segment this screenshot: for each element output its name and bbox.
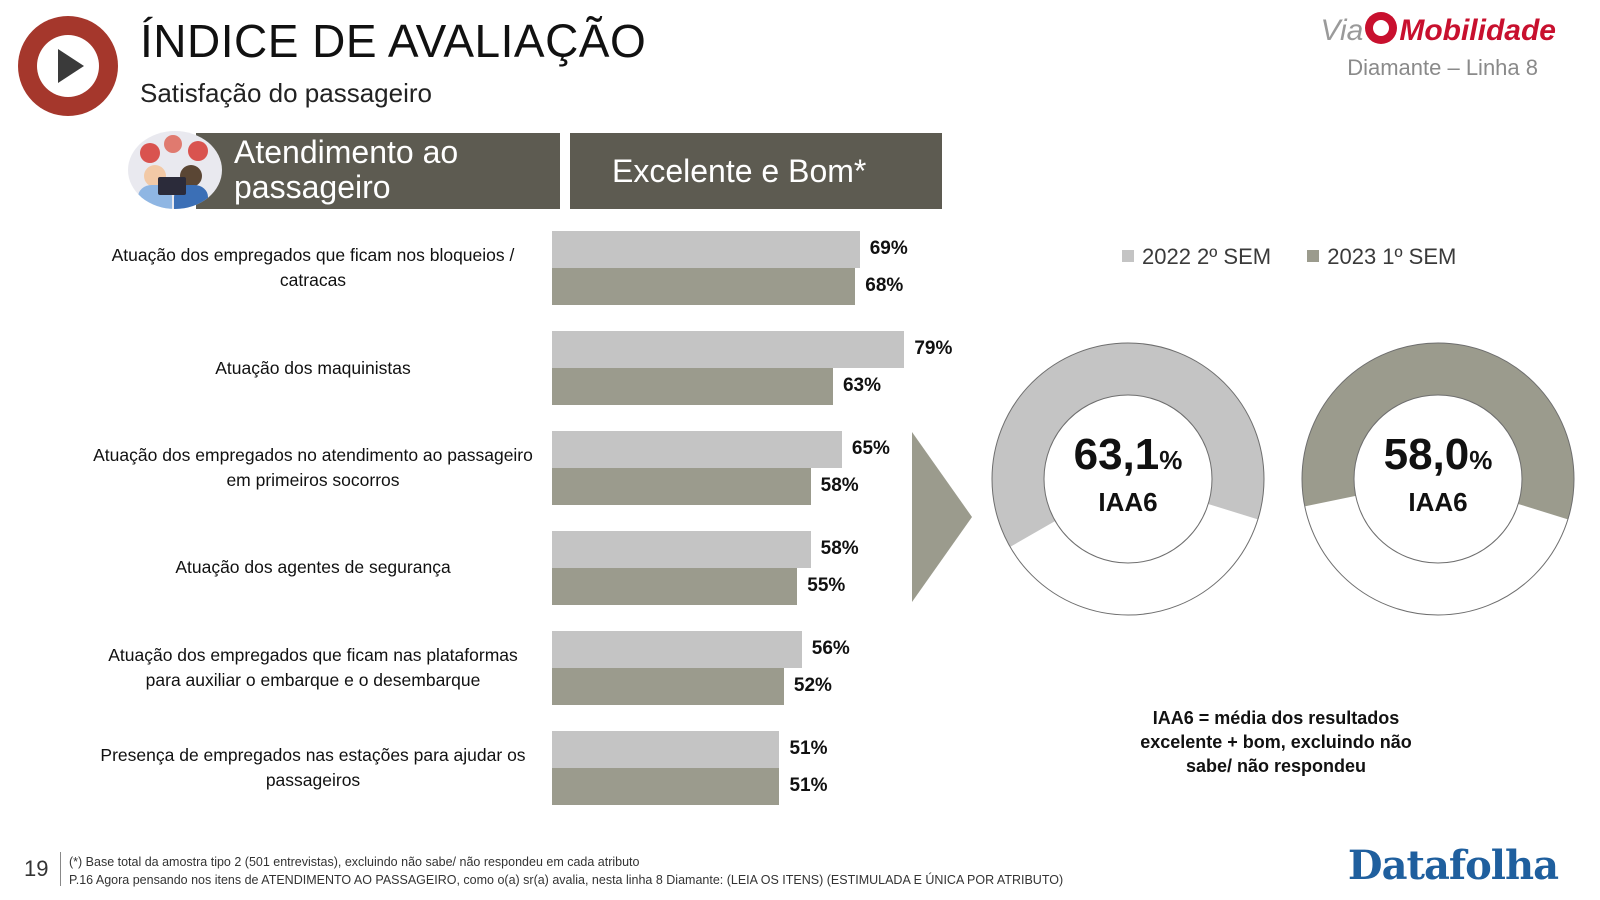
play-logo-icon — [18, 16, 118, 116]
legend-swatch — [1307, 250, 1320, 262]
bar-2022-2sem — [552, 531, 811, 568]
donut-value-text: 58,0 — [1383, 430, 1470, 479]
section-header-excellent-good: Excelente e Bom* — [570, 133, 942, 209]
viamobilidade-logo: Via Mobilidade — [1320, 12, 1556, 48]
bar-2022-2sem — [552, 431, 842, 468]
brand-name: Mobilidade — [1399, 14, 1556, 47]
donut-slice — [1302, 342, 1574, 615]
bar-2023-1sem — [552, 768, 780, 805]
bar-value-label: 68% — [865, 275, 904, 296]
donut-outline — [1301, 342, 1575, 616]
bar-value-label: 52% — [793, 675, 832, 696]
customer-service-icon — [128, 131, 222, 209]
page-title: ÍNDICE DE AVALIAÇÃO — [140, 15, 647, 67]
category-label: Atuação dos empregados que ficam nas pla… — [108, 645, 518, 690]
legend-item: 2022 2º SEM — [1122, 244, 1271, 270]
donut-slice — [992, 342, 1264, 615]
donut-name-2023: IAA6 — [1408, 487, 1468, 517]
brand-via: Via — [1320, 14, 1364, 47]
bar-value-label: 79% — [914, 338, 953, 359]
donut-outline — [1043, 394, 1213, 564]
donut-name-2022: IAA6 — [1098, 487, 1158, 517]
donut-outline — [1353, 394, 1523, 564]
legend-label: 2023 1º SEM — [1327, 244, 1457, 269]
category-label: Atuação dos empregados no atendimento ao… — [93, 445, 533, 490]
brand-dot-icon — [1365, 12, 1398, 44]
bar-value-label: 69% — [869, 238, 908, 259]
donut-outline — [991, 342, 1265, 616]
donut-value-2023: 58,0% — [1338, 430, 1538, 480]
category-label: Atuação dos empregados que ficam nos blo… — [111, 245, 515, 290]
legend: 2022 2º SEM 2023 1º SEM — [1122, 244, 1486, 270]
bar-2023-1sem — [552, 668, 784, 705]
bar-value-label: 55% — [807, 575, 846, 596]
bar-2023-1sem — [552, 468, 811, 505]
bar-2023-1sem — [552, 568, 798, 605]
footnote-question: P.16 Agora pensando nos itens de ATENDIM… — [69, 873, 1064, 887]
legend-label: 2022 2º SEM — [1142, 244, 1272, 269]
page-number: 19 — [24, 856, 49, 881]
datafolha-logo: Datafolha — [1347, 842, 1559, 889]
section-header-attendance: Atendimento ao passageiro — [196, 133, 560, 209]
footer-divider — [60, 852, 61, 886]
footnote-base: (*) Base total da amostra tipo 2 (501 en… — [69, 855, 640, 869]
bar-value-label: 63% — [842, 375, 881, 396]
bar-value-label: 51% — [789, 775, 828, 796]
bar-2022-2sem — [552, 231, 860, 268]
bar-value-label: 58% — [820, 538, 859, 559]
category-label: Presença de empregados nas estações para… — [100, 745, 526, 790]
legend-swatch — [1122, 250, 1134, 262]
category-label: Atuação dos maquinistas — [215, 358, 411, 378]
bar-value-label: 56% — [811, 638, 850, 659]
arrow-right-icon — [912, 432, 972, 602]
bar-value-label: 51% — [789, 738, 828, 759]
bar-2023-1sem — [552, 368, 833, 405]
donut-value-2022: 63,1% — [1028, 430, 1228, 480]
donut-unit: % — [1469, 445, 1493, 475]
legend-item: 2023 1º SEM — [1307, 244, 1456, 270]
line-label: Diamante – Linha 8 — [1347, 55, 1538, 80]
bar-2023-1sem — [552, 268, 856, 305]
bar-2022-2sem — [552, 631, 802, 668]
bar-2022-2sem — [552, 731, 780, 768]
bar-value-label: 58% — [820, 475, 859, 496]
bar-2022-2sem — [552, 331, 905, 368]
category-label: Atuação dos agentes de segurança — [175, 557, 451, 577]
page-subtitle: Satisfação do passageiro — [140, 78, 432, 108]
donut-chart-2022 — [991, 342, 1265, 616]
donut-unit: % — [1159, 445, 1183, 475]
bar-value-label: 65% — [851, 438, 890, 459]
donut-chart-2023 — [1301, 342, 1575, 616]
donut-value-text: 63,1 — [1073, 430, 1160, 479]
iaa6-note: IAA6 = média dos resultados excelente + … — [1140, 708, 1412, 776]
